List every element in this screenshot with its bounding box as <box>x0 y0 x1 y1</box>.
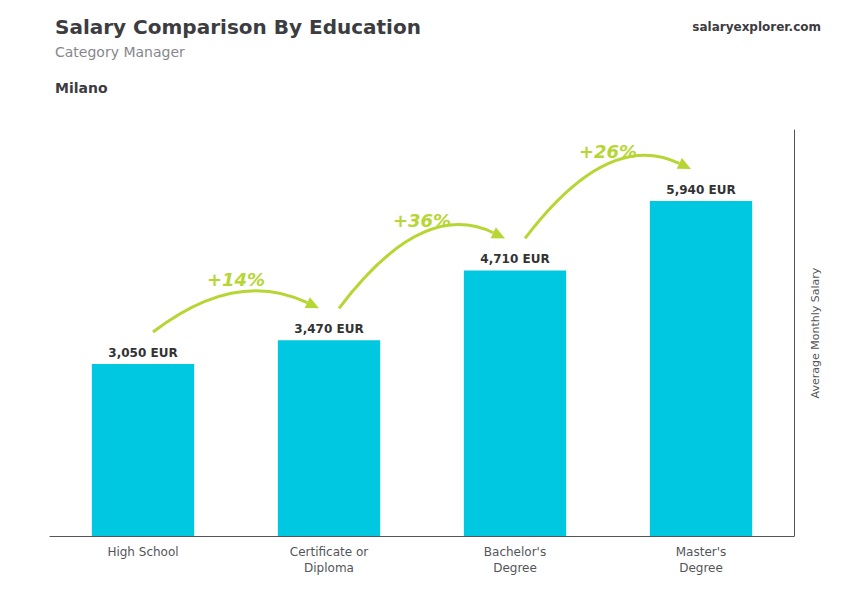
svg-text:Degree: Degree <box>679 561 723 575</box>
svg-text:High School: High School <box>107 545 178 559</box>
svg-text:Salary Comparison By Education: Salary Comparison By Education <box>55 15 421 39</box>
svg-text:+36%: +36% <box>393 210 451 231</box>
svg-text:Master's: Master's <box>676 545 727 559</box>
svg-text:salaryexplorer.com: salaryexplorer.com <box>692 20 821 34</box>
svg-text:4,710 EUR: 4,710 EUR <box>480 252 549 266</box>
svg-text:+26%: +26% <box>579 141 637 162</box>
svg-text:Category Manager: Category Manager <box>55 44 185 60</box>
svg-text:Milano: Milano <box>55 80 108 96</box>
svg-text:3,470 EUR: 3,470 EUR <box>294 322 363 336</box>
svg-text:Degree: Degree <box>493 561 537 575</box>
svg-text:Diploma: Diploma <box>304 561 354 575</box>
svg-text:Bachelor's: Bachelor's <box>484 545 546 559</box>
svg-text:+14%: +14% <box>207 269 265 290</box>
svg-text:3,050 EUR: 3,050 EUR <box>108 346 177 360</box>
svg-text:5,940 EUR: 5,940 EUR <box>666 183 735 197</box>
svg-text:Average Monthly Salary: Average Monthly Salary <box>809 267 822 398</box>
svg-text:Certificate or: Certificate or <box>290 545 368 559</box>
